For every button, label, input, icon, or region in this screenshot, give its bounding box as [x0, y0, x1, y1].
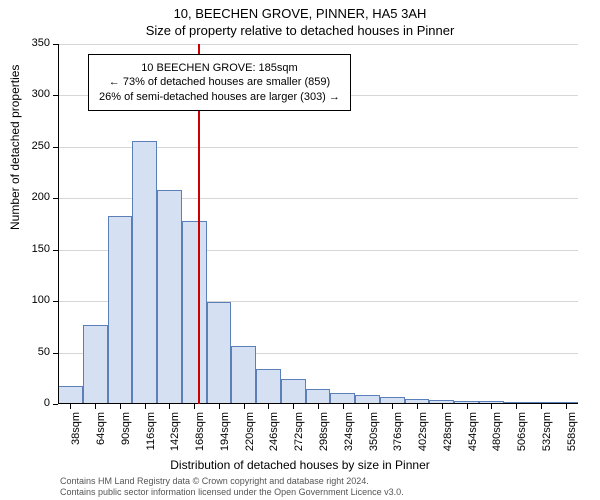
xtick	[343, 404, 344, 409]
xtick	[541, 404, 542, 409]
xtick	[70, 404, 71, 409]
footer-line-2: Contains public sector information licen…	[60, 487, 404, 498]
histogram-bar	[256, 369, 281, 404]
gridline	[58, 44, 578, 45]
info-line-1: 10 BEECHEN GROVE: 185sqm	[99, 61, 340, 75]
ytick-label: 300	[20, 88, 50, 100]
xtick	[219, 404, 220, 409]
x-axis	[58, 403, 578, 404]
xtick	[95, 404, 96, 409]
chart-plot-area: 05010015020025030035038sqm64sqm90sqm116s…	[58, 44, 578, 404]
chart-footer: Contains HM Land Registry data © Crown c…	[60, 476, 404, 498]
xtick	[268, 404, 269, 409]
ytick-label: 150	[20, 243, 50, 255]
chart-title-subtitle: Size of property relative to detached ho…	[0, 23, 600, 38]
footer-line-1: Contains HM Land Registry data © Crown c…	[60, 476, 404, 487]
xtick	[244, 404, 245, 409]
xtick	[417, 404, 418, 409]
ytick-label: 250	[20, 140, 50, 152]
histogram-bar	[108, 216, 133, 404]
histogram-bar	[83, 325, 108, 404]
info-line-2: ← 73% of detached houses are smaller (85…	[99, 75, 340, 89]
xtick	[467, 404, 468, 409]
y-axis	[58, 44, 59, 404]
ytick-label: 100	[20, 294, 50, 306]
xtick	[145, 404, 146, 409]
ytick-label: 50	[20, 346, 50, 358]
xtick	[566, 404, 567, 409]
xtick	[194, 404, 195, 409]
chart-title-address: 10, BEECHEN GROVE, PINNER, HA5 3AH	[0, 6, 600, 21]
xtick	[368, 404, 369, 409]
histogram-bar	[58, 386, 83, 405]
xtick	[442, 404, 443, 409]
histogram-bar	[132, 141, 157, 404]
xtick	[516, 404, 517, 409]
x-axis-label: Distribution of detached houses by size …	[0, 458, 600, 472]
xtick	[169, 404, 170, 409]
xtick	[120, 404, 121, 409]
ytick-label: 0	[20, 397, 50, 409]
histogram-bar	[231, 346, 256, 404]
histogram-bar	[207, 302, 232, 404]
chart-title-block: 10, BEECHEN GROVE, PINNER, HA5 3AH Size …	[0, 0, 600, 38]
info-line-3: 26% of semi-detached houses are larger (…	[99, 90, 340, 104]
info-box: 10 BEECHEN GROVE: 185sqm← 73% of detache…	[88, 54, 351, 111]
histogram-bar	[306, 389, 331, 404]
xtick	[491, 404, 492, 409]
xtick	[318, 404, 319, 409]
ytick-label: 350	[20, 37, 50, 49]
histogram-bar	[281, 379, 306, 404]
ytick	[53, 404, 58, 405]
histogram-bar	[157, 190, 182, 404]
histogram-bar	[182, 221, 207, 404]
ytick-label: 200	[20, 191, 50, 203]
xtick	[392, 404, 393, 409]
xtick	[293, 404, 294, 409]
